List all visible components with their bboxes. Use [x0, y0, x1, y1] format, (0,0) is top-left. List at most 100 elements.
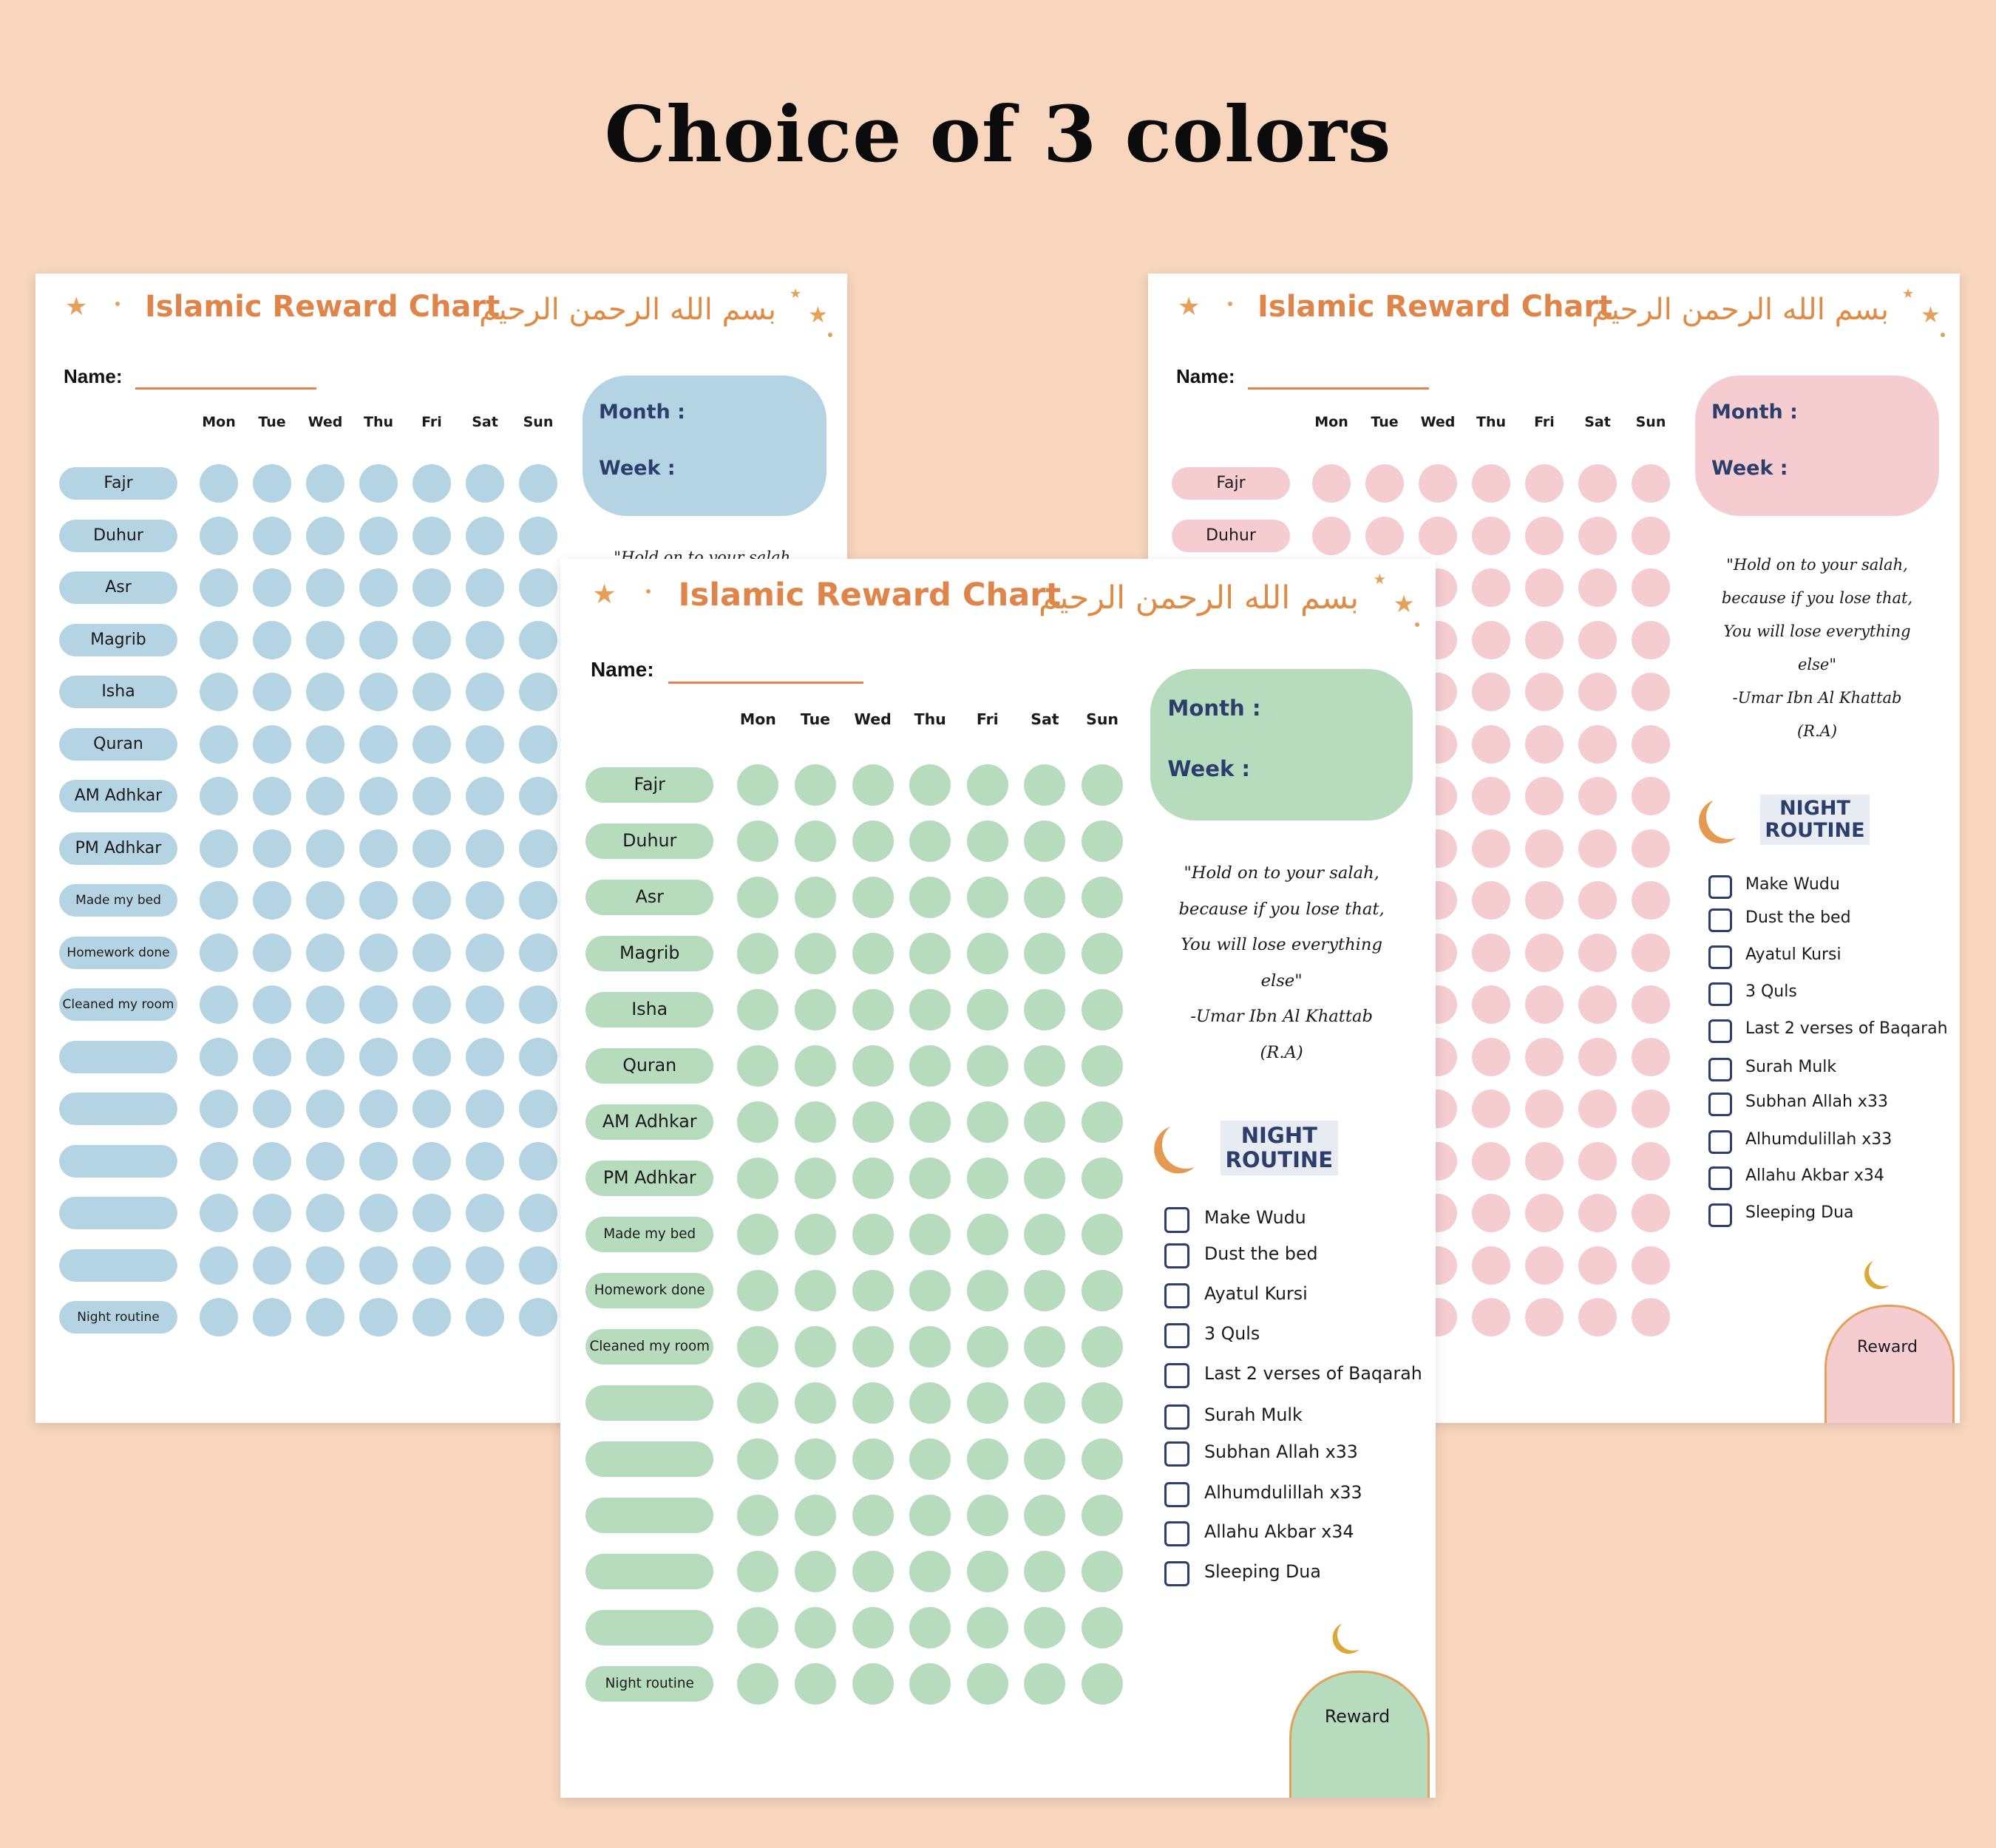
tracker-circle[interactable]: [909, 1551, 951, 1593]
checkbox[interactable]: [1708, 1058, 1732, 1081]
tracker-circle[interactable]: [306, 777, 344, 815]
tracker-circle[interactable]: [737, 933, 779, 975]
tracker-circle[interactable]: [253, 464, 291, 503]
tracker-circle[interactable]: [519, 516, 557, 555]
tracker-circle[interactable]: [909, 1663, 951, 1705]
tracker-circle[interactable]: [852, 877, 894, 919]
tracker-circle[interactable]: [466, 1298, 504, 1336]
tracker-circle[interactable]: [737, 989, 779, 1031]
tracker-circle[interactable]: [1525, 1246, 1564, 1285]
tracker-circle[interactable]: [794, 1101, 836, 1144]
tracker-circle[interactable]: [359, 724, 398, 764]
tracker-circle[interactable]: [359, 620, 398, 659]
tracker-circle[interactable]: [1024, 821, 1066, 863]
tracker-circle[interactable]: [466, 620, 504, 659]
tracker-circle[interactable]: [737, 764, 779, 806]
tracker-circle[interactable]: [794, 764, 836, 806]
tracker-circle[interactable]: [413, 829, 451, 868]
tracker-circle[interactable]: [1525, 568, 1564, 607]
tracker-circle[interactable]: [519, 1037, 557, 1076]
checkbox[interactable]: [1164, 1521, 1190, 1547]
tracker-circle[interactable]: [852, 1607, 894, 1649]
tracker-circle[interactable]: [794, 1551, 836, 1593]
tracker-circle[interactable]: [200, 777, 238, 815]
tracker-circle[interactable]: [852, 1270, 894, 1312]
tracker-circle[interactable]: [909, 1270, 951, 1312]
tracker-circle[interactable]: [519, 620, 557, 659]
tracker-circle[interactable]: [359, 777, 398, 815]
tracker-circle[interactable]: [966, 1551, 1008, 1593]
tracker-circle[interactable]: [1024, 1101, 1066, 1144]
tracker-circle[interactable]: [966, 1326, 1008, 1368]
tracker-circle[interactable]: [909, 1438, 951, 1481]
task-pill[interactable]: Isha: [59, 676, 177, 708]
tracker-circle[interactable]: [1472, 777, 1510, 815]
checkbox[interactable]: [1164, 1441, 1190, 1467]
tracker-circle[interactable]: [852, 933, 894, 975]
tracker-circle[interactable]: [1578, 1090, 1617, 1128]
tracker-circle[interactable]: [253, 620, 291, 659]
tracker-circle[interactable]: [1578, 1298, 1617, 1336]
tracker-circle[interactable]: [1632, 1246, 1670, 1285]
checkbox[interactable]: [1708, 1093, 1732, 1116]
tracker-circle[interactable]: [1082, 764, 1124, 806]
task-pill[interactable]: [585, 1610, 713, 1645]
tracker-circle[interactable]: [1024, 989, 1066, 1031]
tracker-circle[interactable]: [1578, 985, 1617, 1024]
checkbox[interactable]: [1708, 875, 1732, 899]
tracker-circle[interactable]: [737, 1607, 779, 1649]
tracker-circle[interactable]: [1578, 1141, 1617, 1181]
checkbox[interactable]: [1708, 945, 1732, 969]
tracker-circle[interactable]: [794, 1663, 836, 1705]
task-pill[interactable]: [59, 1040, 177, 1073]
tracker-circle[interactable]: [413, 933, 451, 972]
task-pill[interactable]: PM Adhkar: [59, 832, 177, 865]
tracker-circle[interactable]: [1082, 1045, 1124, 1087]
tracker-circle[interactable]: [1024, 877, 1066, 919]
tracker-circle[interactable]: [1024, 1270, 1066, 1312]
tracker-circle[interactable]: [519, 1141, 557, 1181]
tracker-circle[interactable]: [1632, 516, 1670, 555]
tracker-circle[interactable]: [1472, 620, 1510, 659]
tracker-circle[interactable]: [1472, 568, 1510, 607]
tracker-circle[interactable]: [1082, 989, 1124, 1031]
tracker-circle[interactable]: [306, 464, 344, 503]
tracker-circle[interactable]: [1525, 1037, 1564, 1076]
tracker-circle[interactable]: [1632, 568, 1670, 607]
checkbox[interactable]: [1708, 1166, 1732, 1190]
tracker-circle[interactable]: [200, 1090, 238, 1128]
tracker-circle[interactable]: [413, 881, 451, 920]
checkbox[interactable]: [1164, 1482, 1190, 1508]
task-pill[interactable]: Made my bed: [585, 1217, 713, 1252]
tracker-circle[interactable]: [794, 877, 836, 919]
tracker-circle[interactable]: [737, 1438, 779, 1481]
tracker-circle[interactable]: [1525, 620, 1564, 659]
tracker-circle[interactable]: [253, 881, 291, 920]
tracker-circle[interactable]: [909, 1382, 951, 1424]
tracker-circle[interactable]: [1578, 673, 1617, 711]
tracker-circle[interactable]: [794, 1270, 836, 1312]
tracker-circle[interactable]: [966, 877, 1008, 919]
tracker-circle[interactable]: [909, 1214, 951, 1256]
tracker-circle[interactable]: [1632, 724, 1670, 764]
tracker-circle[interactable]: [466, 829, 504, 868]
tracker-circle[interactable]: [413, 673, 451, 711]
tracker-circle[interactable]: [966, 1438, 1008, 1481]
tracker-circle[interactable]: [1312, 464, 1351, 503]
tracker-circle[interactable]: [909, 1101, 951, 1144]
tracker-circle[interactable]: [737, 1158, 779, 1200]
task-pill[interactable]: Night routine: [59, 1301, 177, 1334]
tracker-circle[interactable]: [413, 1246, 451, 1285]
tracker-circle[interactable]: [359, 673, 398, 711]
task-pill[interactable]: [59, 1197, 177, 1229]
tracker-circle[interactable]: [737, 1045, 779, 1087]
tracker-circle[interactable]: [1632, 1090, 1670, 1128]
tracker-circle[interactable]: [1525, 724, 1564, 764]
tracker-circle[interactable]: [359, 829, 398, 868]
tracker-circle[interactable]: [359, 1246, 398, 1285]
tracker-circle[interactable]: [413, 516, 451, 555]
checkbox[interactable]: [1164, 1283, 1190, 1308]
checkbox[interactable]: [1164, 1207, 1190, 1233]
tracker-circle[interactable]: [737, 1270, 779, 1312]
tracker-circle[interactable]: [200, 516, 238, 555]
